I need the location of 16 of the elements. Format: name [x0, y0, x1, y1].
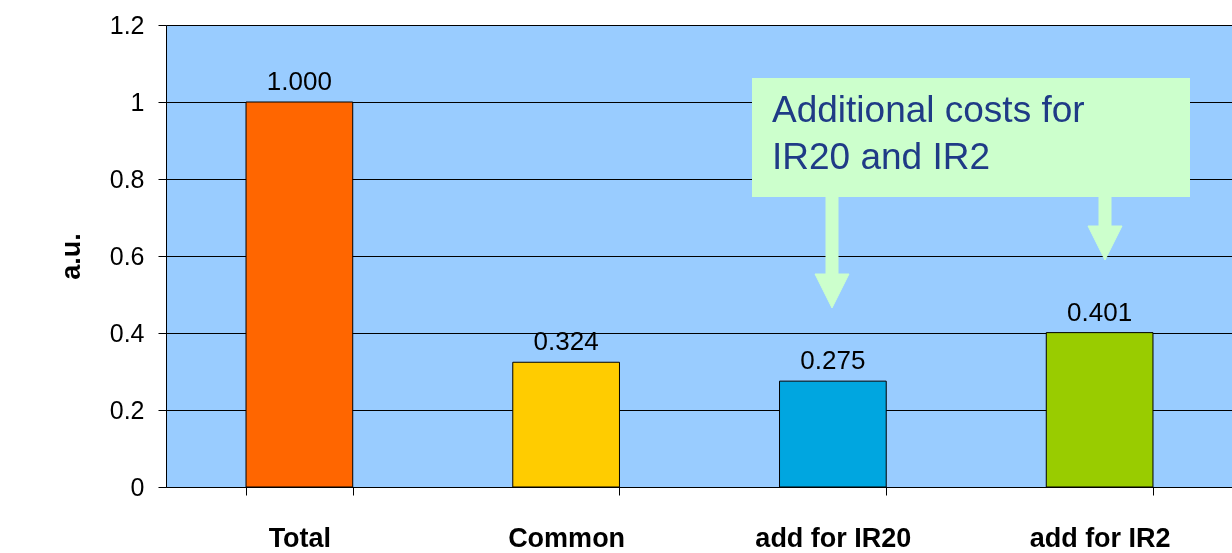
x-tick-label: Total: [268, 522, 332, 553]
x-tick-label: add for IR2: [1029, 522, 1171, 553]
callout-box: Additional costs for IR20 and IR2: [752, 78, 1190, 197]
y-tick-label: 0: [130, 472, 145, 501]
x-tick-label: Common: [508, 522, 626, 553]
y-tick-label: 1: [130, 87, 145, 116]
data-label: 0.401: [1067, 296, 1133, 327]
y-tick-label: 1.2: [109, 10, 145, 39]
y-axis-title: a.u.: [55, 233, 86, 280]
data-label: 1.000: [266, 66, 332, 96]
y-tick-label: 0.4: [109, 318, 145, 347]
x-tick-label: add for IR20: [755, 522, 912, 553]
y-tick-label: 0.6: [109, 241, 145, 270]
y-tick-label: 0.8: [109, 164, 145, 193]
data-label: 0.275: [800, 345, 866, 376]
y-tick-label: 0.2: [109, 395, 145, 424]
